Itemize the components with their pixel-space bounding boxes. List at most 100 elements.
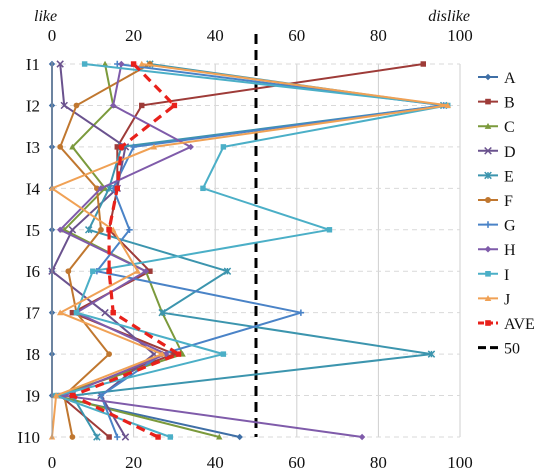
point-F-I3 xyxy=(57,144,64,150)
legend-marker-E xyxy=(484,171,492,180)
y-tick-I4: I4 xyxy=(26,179,41,198)
y-tick-I1: I1 xyxy=(26,55,40,74)
point-H-I5 xyxy=(56,226,64,233)
series-AVE xyxy=(68,61,183,440)
legend-item-H: H xyxy=(478,242,516,259)
x-tick-bottom-60: 60 xyxy=(288,453,305,472)
legend-label-G: G xyxy=(504,218,516,235)
legend-label-A: A xyxy=(504,70,516,87)
point-I-I8 xyxy=(220,351,227,357)
point-E-I10 xyxy=(93,433,101,441)
point-J-I6 xyxy=(134,268,141,274)
point-AVE-I1 xyxy=(130,61,137,67)
legend-item-E: E xyxy=(478,168,514,185)
series-line-F xyxy=(59,63,151,438)
point-H-I3 xyxy=(187,143,194,151)
legend-label-50: 50 xyxy=(504,341,520,358)
point-F-I8 xyxy=(106,351,113,357)
x-tick-top-80: 80 xyxy=(370,26,387,45)
point-E-I7 xyxy=(158,308,166,317)
point-F-I10 xyxy=(69,434,76,440)
point-B-I2 xyxy=(139,102,145,109)
series-line-H xyxy=(58,63,363,438)
point-I-I7 xyxy=(73,309,80,316)
x-tick-top-0: 0 xyxy=(48,26,57,45)
point-B-I8 xyxy=(171,351,178,357)
legend-label-C: C xyxy=(504,119,515,136)
point-D-I5 xyxy=(68,226,77,234)
point-H-I2 xyxy=(110,102,117,109)
point-A-I10 xyxy=(236,433,243,441)
point-I-I1 xyxy=(81,61,88,67)
point-I-I3 xyxy=(220,144,227,150)
x-tick-top-40: 40 xyxy=(207,26,224,45)
y-tick-I6: I6 xyxy=(26,262,40,281)
tick-labels: 0 0 20 20 40 40 60 60 80 80 100 100 I1 I2 I3 I4 I5 I6 I7 I8… xyxy=(17,26,472,472)
point-AVE-I5 xyxy=(106,227,112,233)
y-tick-I5: I5 xyxy=(26,221,40,240)
legend-marker-D xyxy=(484,146,492,155)
point-E-I6 xyxy=(223,267,232,275)
point-G-I7 xyxy=(297,309,305,316)
point-I-I5 xyxy=(326,227,333,233)
y-tick-I8: I8 xyxy=(26,345,40,364)
legend-label-D: D xyxy=(504,144,516,161)
legend-marker-G xyxy=(484,221,492,228)
legend-item-C: C xyxy=(478,119,515,136)
point-AVE-I8 xyxy=(175,351,182,357)
x-tick-top-100: 100 xyxy=(447,26,473,45)
series-G xyxy=(93,60,447,441)
point-H-I1 xyxy=(118,60,125,68)
point-J-I2 xyxy=(444,102,451,109)
point-AVE-I9 xyxy=(69,392,76,399)
legend-marker-I xyxy=(485,270,491,277)
point-AVE-I4 xyxy=(114,185,120,192)
point-B-I1 xyxy=(420,61,426,67)
y-tick-I2: I2 xyxy=(26,96,40,115)
x-tick-bottom-100: 100 xyxy=(447,453,473,472)
point-B-I7 xyxy=(69,309,76,316)
point-E-I5 xyxy=(84,226,93,234)
legend-label-J: J xyxy=(504,291,510,308)
x-tick-top-60: 60 xyxy=(288,26,305,45)
legend-item-A: A xyxy=(478,70,516,87)
legend-item-B: B xyxy=(478,95,515,112)
series-line-J xyxy=(49,63,448,438)
point-J-I8 xyxy=(158,350,166,357)
point-C-I10 xyxy=(216,433,223,440)
point-D-I10 xyxy=(121,433,130,441)
x-tick-bottom-40: 40 xyxy=(207,453,224,472)
series-lines xyxy=(48,60,451,441)
point-J-I3 xyxy=(150,143,158,150)
point-J-I7 xyxy=(56,309,64,316)
legend-label-AVE: AVE xyxy=(504,316,535,333)
point-G-I9 xyxy=(97,392,105,399)
legend-label-I: I xyxy=(504,267,509,284)
top-left-label: like xyxy=(34,8,57,25)
point-F-I6 xyxy=(65,268,72,275)
x-tick-bottom-20: 20 xyxy=(125,453,142,472)
point-G-I5 xyxy=(126,226,133,233)
point-D-I7 xyxy=(101,308,109,317)
top-right-label: dislike xyxy=(428,8,470,25)
point-C-I1 xyxy=(101,60,109,67)
y-tick-I10: I10 xyxy=(17,428,40,447)
series-line-E xyxy=(70,63,444,438)
legend-label-H: H xyxy=(504,242,516,259)
legend-marker-A xyxy=(484,73,492,81)
legend-marker-C xyxy=(484,122,492,129)
legend-marker-F xyxy=(485,197,491,203)
legend-item-D: D xyxy=(478,144,516,161)
point-C-I4 xyxy=(101,185,109,191)
legend-item-F: F xyxy=(478,193,513,210)
series-line-G xyxy=(95,63,444,438)
y-tick-I9: I9 xyxy=(26,387,40,406)
x-tick-bottom-0: 0 xyxy=(48,453,57,472)
point-AVE-I10 xyxy=(155,434,161,440)
series-line-AVE xyxy=(68,62,183,439)
legend-item-50: 50 xyxy=(478,341,520,358)
point-F-I2 xyxy=(73,102,80,109)
point-J-I1 xyxy=(138,60,145,67)
